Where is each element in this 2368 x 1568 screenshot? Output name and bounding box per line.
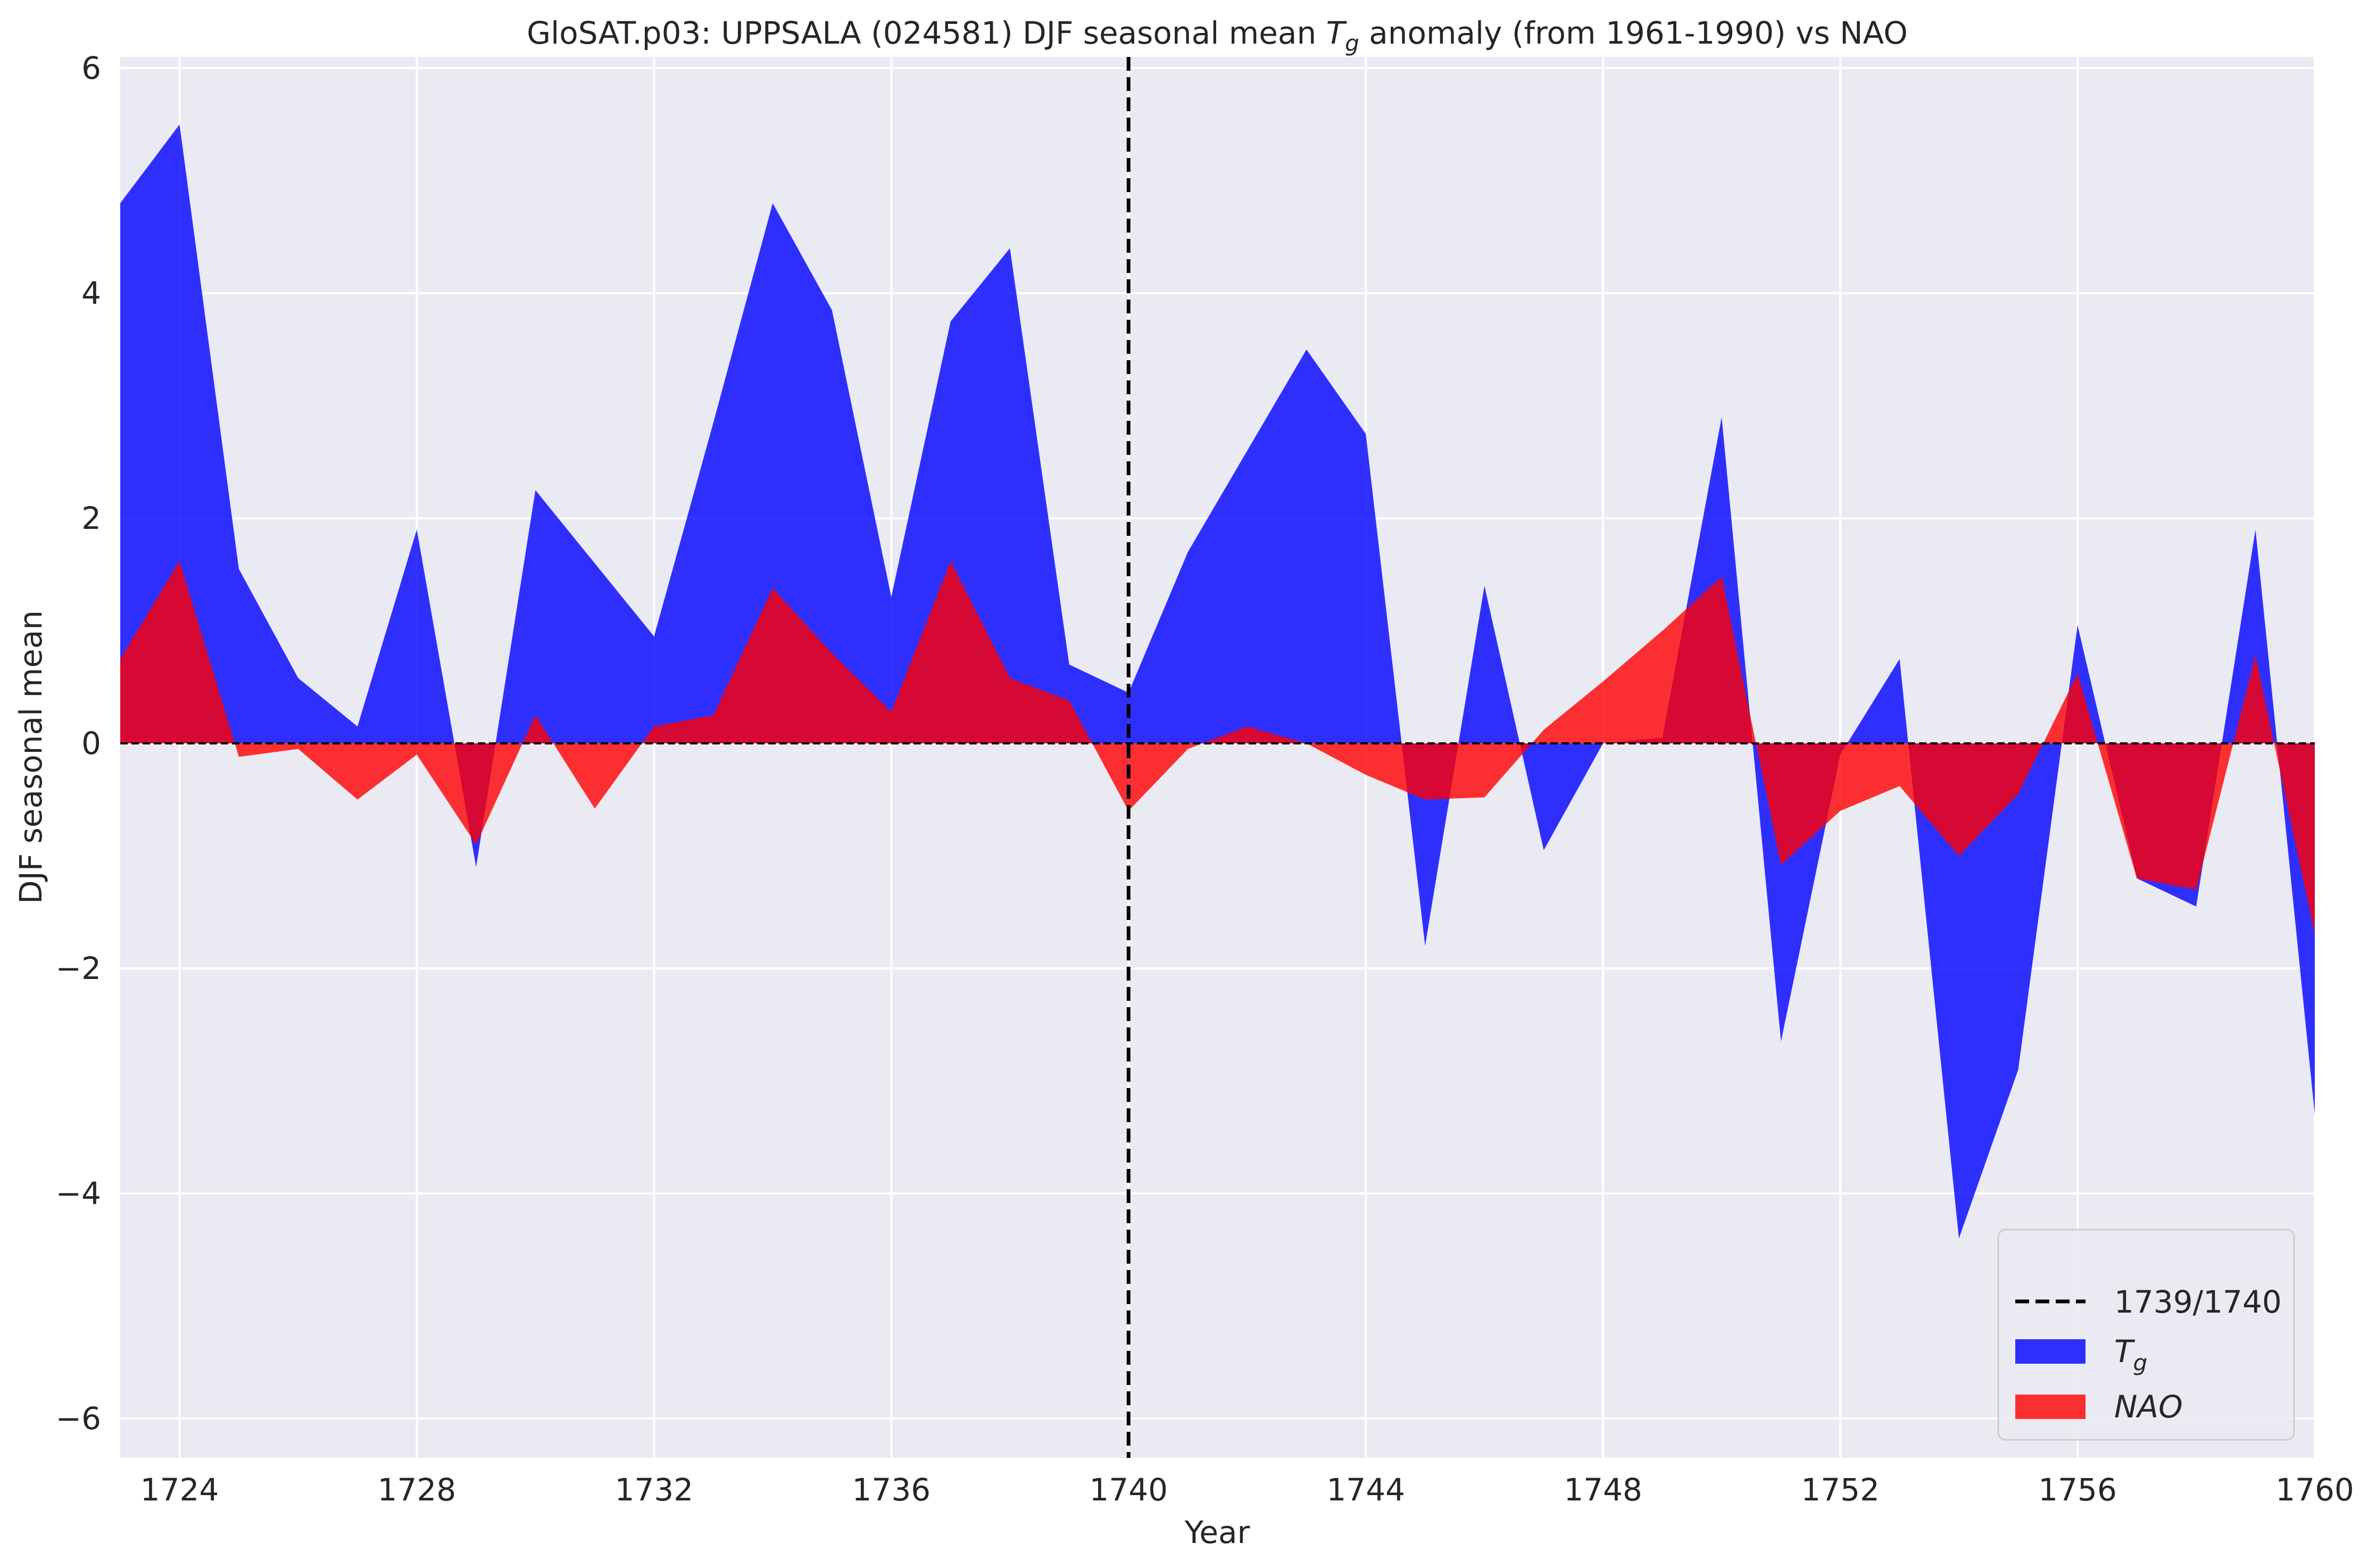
x-tick-label: 1760 <box>2275 1472 2354 1508</box>
x-tick-label: 1756 <box>2038 1472 2117 1508</box>
x-tick-label: 1748 <box>1564 1472 1642 1508</box>
legend-swatch-tg <box>2015 1339 2085 1364</box>
y-tick-label: −4 <box>56 1175 102 1212</box>
area-series-t <box>120 124 2315 1239</box>
x-tick-label: 1732 <box>615 1472 694 1508</box>
legend-box <box>1997 1229 2295 1441</box>
y-tick-label: −2 <box>56 950 102 986</box>
legend: 1739/1740 Tg NAO <box>1997 1229 2295 1441</box>
y-tick-label: −6 <box>56 1400 102 1437</box>
y-tick-label: 2 <box>81 500 101 536</box>
x-tick-label: 1752 <box>1801 1472 1880 1508</box>
area-series-nao <box>120 561 2315 935</box>
y-axis-label: DJF seasonal mean <box>13 610 49 904</box>
legend-label-tg: Tg <box>2114 1333 2147 1376</box>
y-tick-label: 6 <box>81 50 101 86</box>
x-tick-labels: 1724 1728 1732 1736 1740 1744 1748 1752 1756 1760 <box>140 1472 2354 1508</box>
legend-swatch-nao <box>2015 1395 2085 1419</box>
x-tick-label: 1728 <box>378 1472 456 1508</box>
legend-label-nao: NAO <box>2114 1389 2183 1425</box>
reference-lines <box>120 57 2315 1458</box>
y-tick-label: 4 <box>81 275 101 311</box>
x-tick-label: 1736 <box>852 1472 931 1508</box>
x-tick-label: 1740 <box>1089 1472 1168 1508</box>
chart-title: GloSAT.p03: UPPSALA (024581) DJF seasona… <box>527 15 1908 56</box>
data-areas <box>120 124 2315 1239</box>
legend-label-vline: 1739/1740 <box>2114 1284 2282 1320</box>
x-tick-label: 1744 <box>1326 1472 1405 1508</box>
y-tick-labels: −6 −4 −2 0 2 4 6 <box>56 50 102 1437</box>
x-tick-label: 1724 <box>140 1472 219 1508</box>
y-tick-label: 0 <box>81 725 101 761</box>
x-axis-label: Year <box>1184 1514 1250 1550</box>
